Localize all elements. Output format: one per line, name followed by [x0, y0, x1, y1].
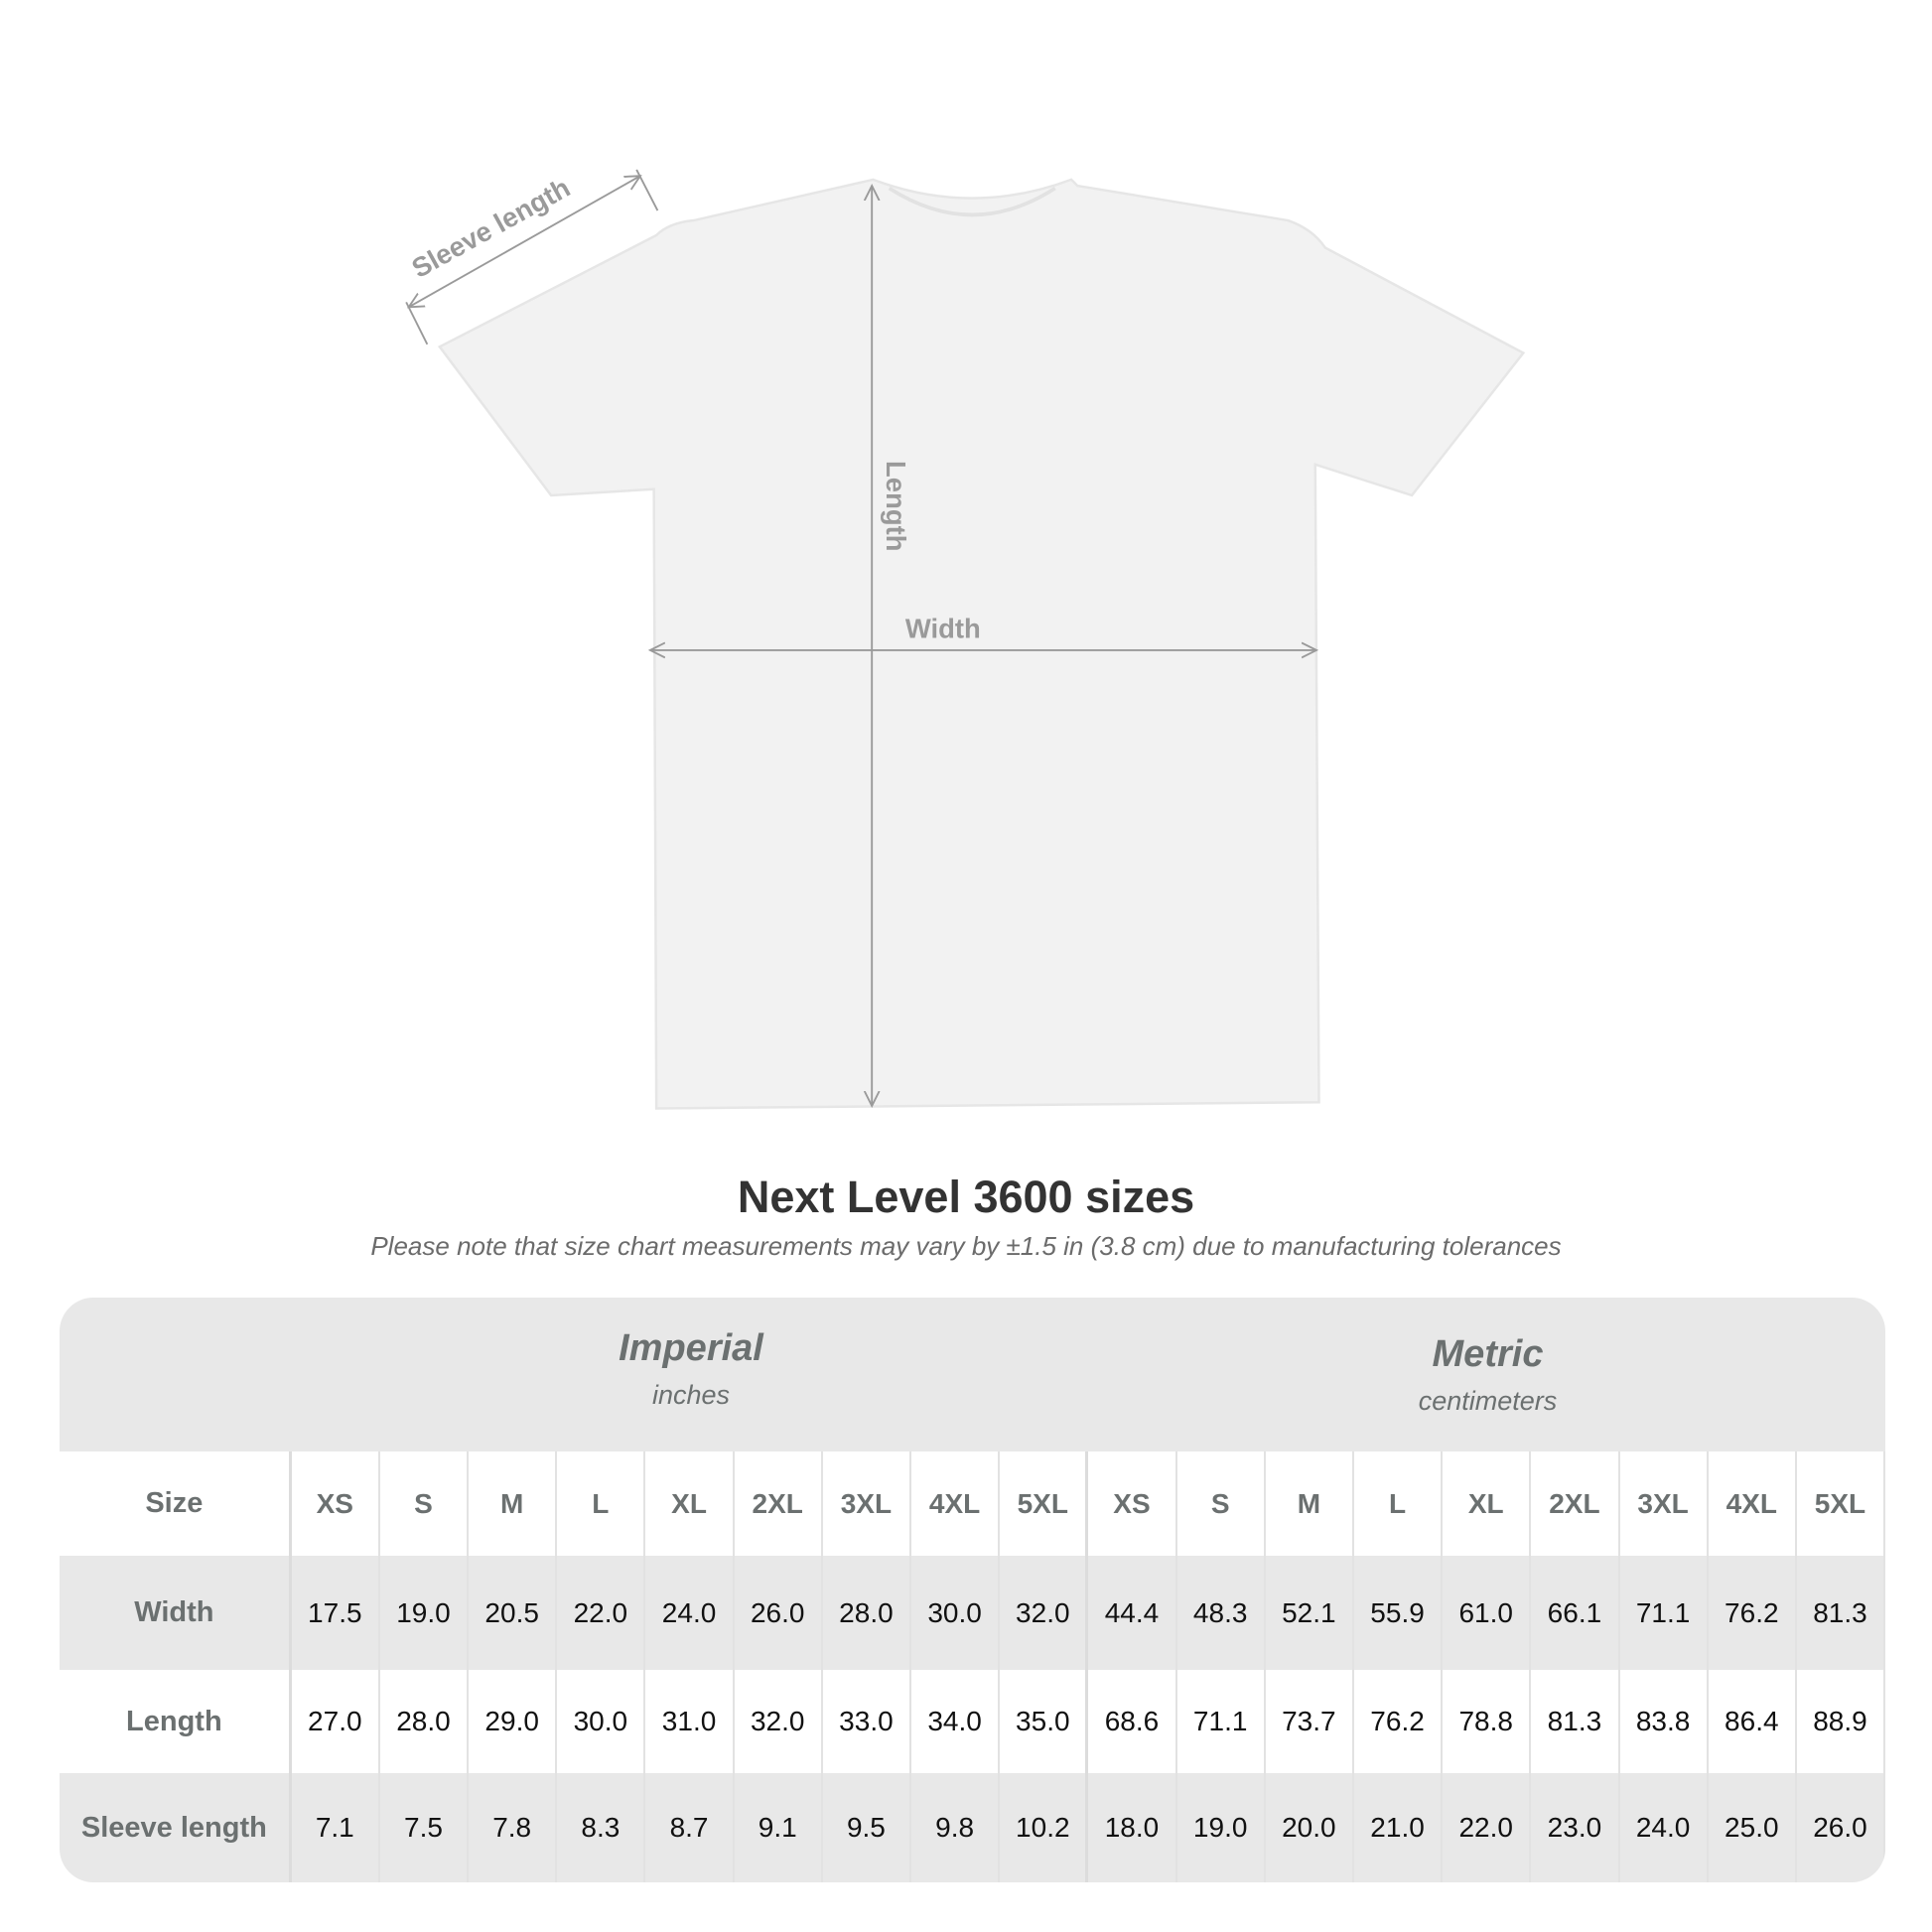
imperial-size-l: L — [557, 1451, 646, 1556]
tshirt-shape — [437, 178, 1526, 1110]
metric-value: 21.0 — [1354, 1773, 1444, 1882]
metric-value: 71.1 — [1177, 1670, 1266, 1773]
row-label: Width — [60, 1556, 292, 1670]
imperial-value: 19.0 — [380, 1556, 470, 1670]
imperial-value: 20.5 — [469, 1556, 558, 1670]
length-label: Length — [881, 461, 911, 551]
metric-value: 23.0 — [1531, 1773, 1620, 1882]
imperial-size-3xl: 3XL — [823, 1451, 912, 1556]
imperial-value: 26.0 — [735, 1556, 823, 1670]
imperial-size-xs: XS — [292, 1451, 380, 1556]
size-header-row: Size XS S M L XL 2XL 3XL 4XL 5XL XS S M L XL 2XL 3XL 4XL 5… — [60, 1451, 1885, 1556]
imperial-size-xl: XL — [645, 1451, 735, 1556]
metric-value: 44.4 — [1088, 1556, 1177, 1670]
metric-value: 18.0 — [1088, 1773, 1177, 1882]
measurement-row-width: Width 17.5 19.0 20.5 22.0 24.0 26.0 28.0 30.0 32.… — [60, 1556, 1885, 1670]
imperial-unit: inches — [651, 1380, 731, 1410]
metric-value: 20.0 — [1266, 1773, 1354, 1882]
metric-size-s: S — [1177, 1451, 1266, 1556]
metric-value: 52.1 — [1266, 1556, 1354, 1670]
imperial-value: 8.3 — [557, 1773, 646, 1882]
metric-size-l: L — [1354, 1451, 1444, 1556]
metric-unit: centimeters — [1418, 1386, 1558, 1416]
metric-value: 22.0 — [1443, 1773, 1532, 1882]
metric-size-5xl: 5XL — [1797, 1451, 1885, 1556]
imperial-title: Imperial — [619, 1327, 763, 1369]
metric-size-4xl: 4XL — [1709, 1451, 1797, 1556]
imperial-value: 24.0 — [645, 1556, 735, 1670]
metric-value: 86.4 — [1709, 1670, 1797, 1773]
metric-size-m: M — [1266, 1451, 1354, 1556]
size-label: Size — [60, 1451, 292, 1556]
imperial-value: 9.8 — [911, 1773, 1001, 1882]
imperial-value: 28.0 — [380, 1670, 470, 1773]
metric-value: 26.0 — [1797, 1773, 1885, 1882]
imperial-value: 27.0 — [292, 1670, 380, 1773]
row-label: Sleeve length — [60, 1773, 292, 1882]
imperial-value: 9.1 — [735, 1773, 823, 1882]
metric-header: Metric centimeters — [1090, 1333, 1885, 1417]
page-title: Next Level 3600 sizes — [737, 1172, 1195, 1222]
metric-value: 81.3 — [1531, 1670, 1620, 1773]
metric-value: 24.0 — [1620, 1773, 1709, 1882]
width-label: Width — [905, 613, 981, 643]
sleeve-arrow — [409, 176, 640, 307]
metric-value: 76.2 — [1354, 1670, 1444, 1773]
imperial-value: 10.2 — [1000, 1773, 1089, 1882]
imperial-size-s: S — [380, 1451, 470, 1556]
metric-size-3xl: 3XL — [1620, 1451, 1709, 1556]
imperial-value: 7.5 — [380, 1773, 470, 1882]
imperial-value: 34.0 — [911, 1670, 1001, 1773]
measurement-row-sleeve-length: Sleeve length 7.1 7.5 7.8 8.3 8.7 9.1 9.5 9.8 10.… — [60, 1773, 1885, 1882]
imperial-value: 33.0 — [823, 1670, 912, 1773]
imperial-value: 32.0 — [1000, 1556, 1089, 1670]
imperial-value: 7.8 — [469, 1773, 558, 1882]
metric-value: 88.9 — [1797, 1670, 1885, 1773]
metric-size-2xl: 2XL — [1531, 1451, 1620, 1556]
measurement-row-length: Length 27.0 28.0 29.0 30.0 31.0 32.0 33.0 34.0 35… — [60, 1670, 1885, 1773]
imperial-value: 22.0 — [557, 1556, 646, 1670]
imperial-value: 29.0 — [469, 1670, 558, 1773]
metric-value: 25.0 — [1709, 1773, 1797, 1882]
metric-value: 66.1 — [1531, 1556, 1620, 1670]
imperial-value: 28.0 — [823, 1556, 912, 1670]
metric-title: Metric — [1432, 1333, 1544, 1375]
imperial-value: 7.1 — [292, 1773, 380, 1882]
imperial-value: 35.0 — [1000, 1670, 1089, 1773]
imperial-value: 17.5 — [292, 1556, 380, 1670]
imperial-value: 30.0 — [557, 1670, 646, 1773]
metric-size-xl: XL — [1443, 1451, 1532, 1556]
size-table: Imperial inches Metric centimeters Size X… — [60, 1298, 1885, 1882]
metric-value: 83.8 — [1620, 1670, 1709, 1773]
imperial-value: 31.0 — [645, 1670, 735, 1773]
metric-size-xs: XS — [1088, 1451, 1177, 1556]
metric-value: 61.0 — [1443, 1556, 1532, 1670]
metric-value: 73.7 — [1266, 1670, 1354, 1773]
metric-value: 55.9 — [1354, 1556, 1444, 1670]
metric-value: 19.0 — [1177, 1773, 1266, 1882]
metric-value: 71.1 — [1620, 1556, 1709, 1670]
tolerance-note: Please note that size chart measurements… — [370, 1231, 1562, 1261]
metric-value: 68.6 — [1088, 1670, 1177, 1773]
imperial-value: 8.7 — [645, 1773, 735, 1882]
metric-value: 78.8 — [1443, 1670, 1532, 1773]
row-label: Length — [60, 1670, 292, 1773]
imperial-size-4xl: 4XL — [911, 1451, 1001, 1556]
metric-value: 81.3 — [1797, 1556, 1885, 1670]
imperial-size-2xl: 2XL — [735, 1451, 823, 1556]
imperial-value: 30.0 — [911, 1556, 1001, 1670]
imperial-header: Imperial inches — [292, 1327, 1090, 1411]
imperial-value: 9.5 — [823, 1773, 912, 1882]
imperial-value: 32.0 — [735, 1670, 823, 1773]
metric-value: 48.3 — [1177, 1556, 1266, 1670]
metric-value: 76.2 — [1709, 1556, 1797, 1670]
imperial-size-m: M — [469, 1451, 558, 1556]
imperial-size-5xl: 5XL — [1000, 1451, 1089, 1556]
